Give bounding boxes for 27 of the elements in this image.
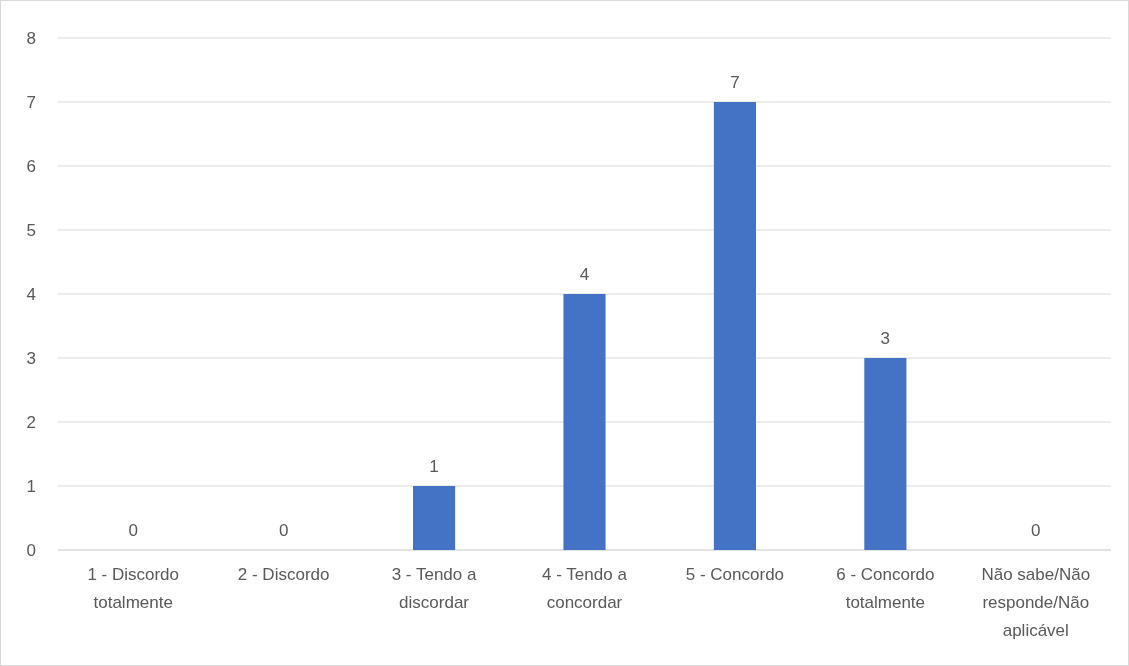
x-tick-label: 6 - Concordo totalmente	[836, 565, 935, 612]
y-tick-label: 0	[26, 540, 36, 560]
data-label: 1	[429, 457, 439, 476]
x-tick-label: 3 - Tendo a discordar	[391, 565, 477, 612]
y-tick-label: 1	[26, 476, 36, 496]
data-label: 7	[730, 73, 740, 92]
data-label: 3	[880, 329, 891, 348]
y-tick-label: 5	[26, 220, 36, 240]
y-tick-label: 7	[26, 92, 36, 112]
bar	[563, 294, 606, 550]
y-tick-label: 3	[26, 348, 36, 368]
y-tick-label: 4	[26, 284, 36, 304]
data-label: 0	[278, 521, 289, 540]
bar	[413, 486, 456, 550]
bar	[713, 102, 756, 550]
x-tick-label: Não sabe/Não responde/Não aplicável	[981, 565, 1091, 640]
data-label: 0	[1031, 521, 1041, 540]
x-tick-label: 2 - Discordo	[237, 565, 330, 584]
data-label: 4	[579, 265, 590, 284]
data-label: 0	[128, 521, 138, 540]
x-tick-label: 5 - Concordo	[685, 565, 785, 584]
bar	[864, 358, 907, 550]
y-tick-label: 6	[26, 156, 36, 176]
x-tick-label: 1 - Discordo totalmente	[87, 565, 180, 612]
y-tick-label: 8	[26, 28, 36, 48]
y-tick-label: 2	[26, 412, 36, 432]
x-tick-label: 4 - Tendo a concordar	[542, 565, 628, 612]
